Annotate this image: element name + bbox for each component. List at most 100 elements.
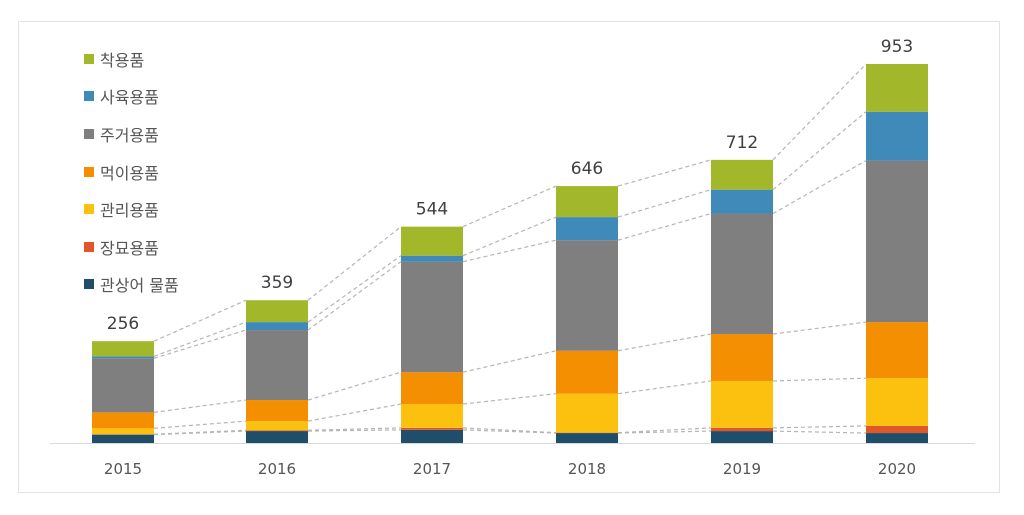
bar-segment xyxy=(866,322,928,379)
bar-segment xyxy=(92,428,154,435)
connector-line xyxy=(617,430,712,434)
total-label: 256 xyxy=(107,314,139,334)
connector-line xyxy=(772,321,867,335)
total-label: 646 xyxy=(571,159,603,179)
connector-line xyxy=(307,403,402,422)
bar-segment xyxy=(92,341,154,357)
total-label: 359 xyxy=(261,273,293,293)
bar-segment xyxy=(246,300,308,323)
bar-segment xyxy=(92,358,154,413)
legend-label: 착용품 xyxy=(100,50,145,70)
connector-line xyxy=(617,380,712,395)
legend-item: 관리용품 xyxy=(84,190,179,228)
bar-segment xyxy=(246,400,308,422)
bar-segment xyxy=(556,217,618,241)
legend-label: 먹이용품 xyxy=(100,163,159,183)
connector-line xyxy=(617,159,712,187)
connector-line xyxy=(462,216,557,257)
connector-line xyxy=(617,189,712,218)
legend-item: 사육용품 xyxy=(84,78,179,116)
bar-segment xyxy=(711,334,773,381)
connector-line xyxy=(462,427,557,434)
connector-line xyxy=(772,430,867,434)
connector-line xyxy=(772,111,867,191)
connector-line xyxy=(153,321,247,357)
connector-line xyxy=(462,185,557,228)
bar-segment xyxy=(556,393,618,433)
bar-segment xyxy=(246,430,308,432)
bar-segment xyxy=(401,255,463,262)
bar-segment xyxy=(866,63,928,112)
bar-segment xyxy=(401,427,463,430)
legend-item: 관상어 물품 xyxy=(84,266,179,304)
bar-segment xyxy=(711,431,773,443)
connector-line xyxy=(462,393,557,405)
bar-segment xyxy=(246,330,308,401)
legend-label: 사육용품 xyxy=(100,88,159,108)
connector-line xyxy=(153,430,247,436)
bar-segment xyxy=(92,412,154,429)
connector-line xyxy=(153,399,247,413)
connector-line xyxy=(772,63,867,161)
legend-swatch xyxy=(84,53,94,64)
connector-line xyxy=(617,212,712,241)
connector-line xyxy=(772,425,867,429)
connector-line xyxy=(307,427,402,431)
bar-segment xyxy=(246,431,308,443)
bar-segment xyxy=(866,425,928,434)
bar-segment xyxy=(401,226,463,256)
bar-segment xyxy=(556,350,618,394)
connector-line xyxy=(772,377,867,382)
connector-line xyxy=(772,160,867,215)
bar-segment xyxy=(556,433,618,443)
bar-segment xyxy=(866,378,928,426)
legend-label: 관리용품 xyxy=(100,201,159,221)
legend-label: 관상어 물품 xyxy=(100,276,179,296)
legend-swatch xyxy=(84,128,94,139)
bar-segment xyxy=(556,240,618,351)
connector-line xyxy=(307,429,402,432)
bar-segment xyxy=(711,427,773,432)
total-label: 953 xyxy=(881,37,913,57)
connector-line xyxy=(462,429,557,434)
bar-segment xyxy=(556,186,618,218)
legend-swatch xyxy=(84,279,94,290)
connector-line xyxy=(307,371,402,401)
bar-segment xyxy=(866,160,928,323)
bar-segment xyxy=(401,429,463,443)
legend-label: 장묘용품 xyxy=(100,238,159,258)
bar-segment xyxy=(246,421,308,431)
connector-line xyxy=(462,350,557,373)
x-tick-label: 2016 xyxy=(258,460,296,478)
bar-segment xyxy=(401,372,463,405)
connector-line xyxy=(307,255,402,323)
connector-line xyxy=(153,299,247,342)
legend-item: 장묘용품 xyxy=(84,228,179,266)
bar-segment xyxy=(711,189,773,214)
x-tick-label: 2017 xyxy=(413,460,451,478)
legend-item: 주거용품 xyxy=(84,115,179,153)
total-label: 544 xyxy=(416,200,448,220)
legend-swatch xyxy=(84,241,94,252)
bar-segment xyxy=(711,213,773,335)
bar-segment xyxy=(92,434,154,443)
legend-item: 먹이용품 xyxy=(84,153,179,191)
legend-item: 착용품 xyxy=(84,40,179,78)
bar-segment xyxy=(711,380,773,428)
total-label: 712 xyxy=(726,133,758,153)
legend-label: 주거용품 xyxy=(100,125,159,145)
bar-segment xyxy=(246,322,308,331)
bar-segment xyxy=(866,433,928,443)
connector-line xyxy=(153,429,247,435)
bar-segment xyxy=(401,404,463,428)
x-tick-label: 2020 xyxy=(878,460,916,478)
bar-segment xyxy=(92,356,154,359)
connector-line xyxy=(617,333,712,352)
connector-line xyxy=(153,420,247,429)
connector-line xyxy=(307,226,402,301)
bar-segment xyxy=(401,261,463,373)
bar-segment xyxy=(866,111,928,161)
legend-swatch xyxy=(84,91,94,102)
